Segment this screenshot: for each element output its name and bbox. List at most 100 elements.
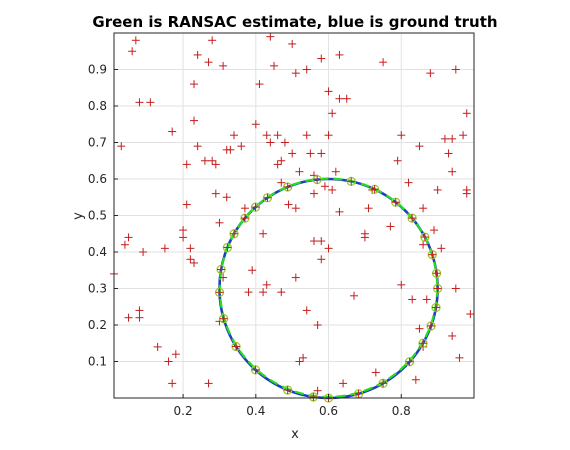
data-point	[215, 218, 224, 227]
data-point	[313, 321, 322, 329]
data-point	[419, 240, 428, 249]
data-point	[284, 200, 293, 209]
data-point	[404, 178, 413, 187]
data-point	[360, 233, 369, 242]
data-point	[255, 80, 264, 89]
data-point	[124, 233, 133, 242]
inlier-point	[427, 250, 437, 260]
data-point	[448, 134, 457, 143]
data-point	[135, 98, 144, 107]
data-point	[219, 61, 228, 70]
data-point	[350, 291, 358, 300]
inlier-point	[404, 357, 415, 367]
y-tick-label: 0.1	[88, 355, 107, 369]
data-point	[313, 386, 322, 395]
data-point	[386, 222, 395, 231]
data-point	[444, 149, 453, 158]
data-point	[190, 258, 198, 267]
data-point	[211, 160, 220, 169]
data-point	[117, 142, 126, 151]
data-point	[335, 50, 344, 59]
data-point	[448, 331, 457, 340]
inlier-point	[431, 302, 441, 313]
data-point	[306, 149, 315, 158]
inlier-point	[283, 385, 293, 395]
x-tick-label: 0.2	[174, 404, 193, 418]
data-point	[164, 357, 173, 366]
data-point	[291, 273, 300, 282]
data-point	[393, 156, 402, 165]
inlier-point	[219, 314, 229, 324]
data-point	[317, 54, 326, 63]
data-point	[302, 65, 311, 74]
inlier-point	[250, 202, 261, 212]
data-point	[211, 189, 220, 198]
data-point	[124, 313, 133, 322]
inlier-point	[283, 182, 293, 192]
data-point	[291, 204, 300, 213]
x-tick-label: 0.6	[319, 404, 338, 418]
data-point	[139, 248, 148, 256]
data-point	[302, 131, 311, 140]
y-tick-label: 0.9	[88, 63, 107, 77]
inlier-point	[229, 229, 239, 239]
data-point	[335, 94, 344, 103]
data-point	[317, 149, 326, 158]
data-point	[462, 189, 471, 198]
data-point	[328, 185, 337, 194]
data-point	[280, 138, 289, 147]
data-point	[437, 244, 446, 253]
data-point	[328, 109, 337, 118]
data-point	[230, 131, 238, 140]
data-point	[451, 65, 460, 74]
x-axis-label: x	[291, 427, 299, 442]
data-point	[320, 182, 329, 191]
data-point	[146, 98, 155, 107]
data-point	[295, 167, 304, 176]
data-point	[430, 226, 438, 235]
data-point	[415, 142, 424, 151]
data-point	[171, 350, 180, 359]
data-point	[288, 149, 297, 158]
data-point	[179, 233, 188, 242]
data-point	[200, 156, 209, 165]
chart-title: Green is RANSAC estimate, blue is ground…	[92, 13, 497, 31]
data-point	[190, 80, 198, 89]
data-point	[204, 379, 213, 388]
data-point	[415, 324, 424, 333]
y-tick-label: 0.6	[88, 172, 107, 186]
data-point	[277, 156, 286, 165]
data-point	[190, 116, 198, 125]
data-point	[291, 69, 300, 78]
inlier-markers	[214, 174, 443, 403]
data-point	[451, 284, 460, 293]
y-tick-label: 0.7	[88, 136, 107, 150]
data-point	[226, 145, 235, 154]
data-point	[168, 379, 177, 388]
data-point	[459, 131, 468, 140]
data-point	[262, 280, 271, 289]
inlier-point	[431, 268, 442, 278]
data-point	[310, 189, 318, 198]
inlier-point	[312, 174, 322, 185]
inlier-point	[346, 176, 356, 187]
data-point	[422, 295, 431, 304]
data-point	[335, 207, 344, 216]
data-point	[273, 160, 282, 169]
data-point	[426, 69, 435, 78]
data-point	[266, 138, 275, 147]
data-point	[331, 167, 340, 176]
data-point	[237, 142, 246, 151]
y-tick-label: 0.3	[88, 282, 107, 296]
ticks: 0.2 0.4 0.6 0.8 0.1 0.2 0.3 0.4 0.5 0.6 0.7 0.8 0.9	[88, 63, 411, 419]
data-point	[288, 39, 297, 48]
data-point	[397, 131, 406, 140]
data-point	[153, 342, 162, 351]
inlier-point	[216, 264, 226, 275]
data-point	[324, 244, 333, 253]
y-tick-label: 0.8	[88, 99, 107, 113]
inlier-point	[353, 389, 364, 399]
data-point	[208, 156, 217, 165]
data-point	[302, 306, 311, 315]
y-axis-label: y	[71, 212, 86, 220]
